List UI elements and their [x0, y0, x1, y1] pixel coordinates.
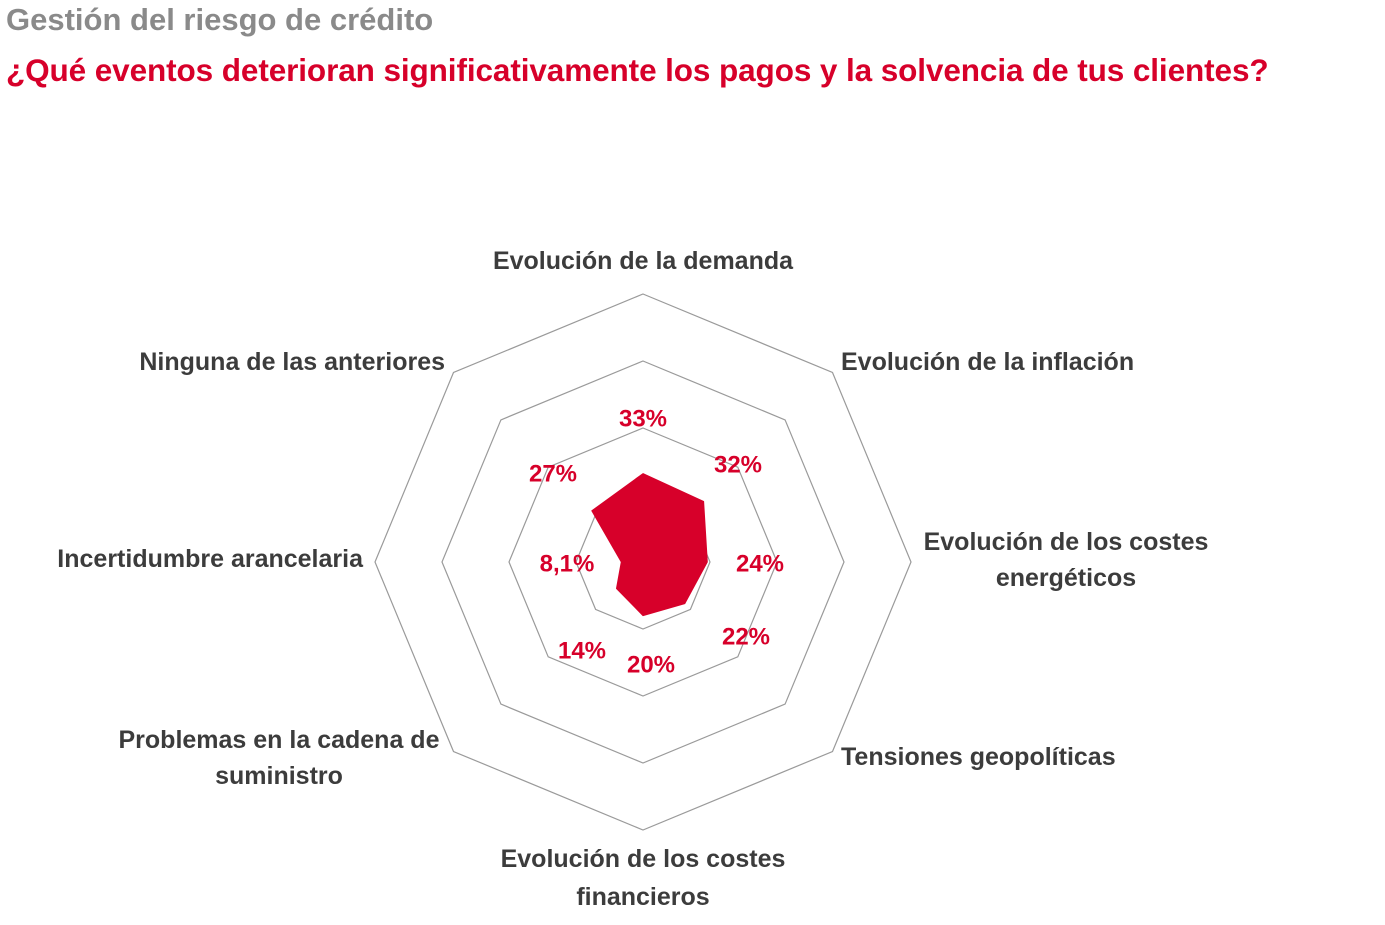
axis-label-6-line-1: Problemas en la cadena de — [119, 726, 440, 754]
axis-label-2-line-1: Evolución de la inflación — [841, 348, 1134, 376]
chart-supertitle: Gestión del riesgo de crédito — [6, 2, 434, 37]
axis-label-4-line-1: Tensiones geopolíticas — [841, 743, 1116, 771]
value-label-4: 22% — [722, 623, 770, 650]
axis-label-3-line-2: energéticos — [996, 564, 1136, 592]
grid-ring-4 — [374, 293, 912, 831]
value-label-5: 20% — [627, 651, 675, 678]
axis-label-3-line-1: Evolución de los costes — [924, 528, 1209, 556]
axis-label-8-line-1: Ninguna de las anteriores — [139, 348, 445, 376]
data-area — [591, 473, 708, 617]
axis-label-8: Ninguna de las anteriores — [139, 348, 445, 376]
value-label-7: 8,1% — [540, 550, 595, 577]
value-label-1: 33% — [619, 405, 667, 432]
axis-label-6-line-2: suministro — [215, 762, 343, 790]
axis-label-1-line-1: Evolución de la demanda — [493, 247, 794, 275]
value-label-8: 27% — [529, 460, 577, 487]
axis-label-5-line-2: financieros — [576, 883, 709, 911]
axis-label-7-line-1: Incertidumbre arancelaria — [57, 545, 364, 573]
grid-ring-3 — [441, 360, 845, 764]
axis-label-2: Evolución de la inflación — [841, 348, 1134, 376]
grid-ring-2 — [508, 427, 778, 697]
axis-label-5-line-1: Evolución de los costes — [501, 845, 786, 873]
axis-label-3: Evolución de los costes energéticos — [924, 528, 1209, 592]
axis-label-6: Problemas en la cadena de suministro — [119, 726, 440, 790]
value-label-2: 32% — [714, 451, 762, 478]
axis-label-5: Evolución de los costes financieros — [501, 845, 786, 911]
axis-label-7: Incertidumbre arancelaria — [57, 545, 364, 573]
value-label-6: 14% — [558, 637, 606, 664]
value-label-3: 24% — [736, 550, 784, 577]
axis-label-4: Tensiones geopolíticas — [841, 743, 1116, 771]
axis-label-1: Evolución de la demanda — [493, 247, 794, 275]
chart-title: ¿Qué eventos deterioran significativamen… — [6, 52, 1269, 88]
